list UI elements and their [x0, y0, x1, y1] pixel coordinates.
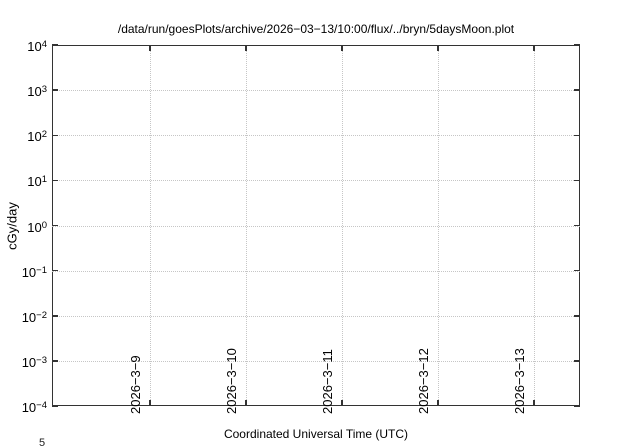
h-gridline — [52, 315, 580, 317]
y-tick-label: 100 — [27, 219, 47, 235]
left-tick-mark — [52, 134, 58, 136]
top-tick-mark — [245, 45, 247, 51]
right-tick-mark — [574, 315, 580, 317]
top-tick-mark — [149, 45, 151, 51]
right-tick-mark — [574, 405, 580, 407]
left-tick-mark — [52, 224, 58, 227]
v-gridline — [438, 45, 439, 406]
top-tick-mark — [533, 45, 535, 51]
right-tick-mark — [574, 44, 580, 46]
x-tick-label: 2026−3−11 — [320, 349, 335, 414]
y-axis-title: cGy/day — [4, 202, 20, 250]
h-gridline — [52, 225, 580, 227]
plot-title: /data/run/goesPlots/archive/2026−03−13/1… — [117, 22, 515, 36]
y-tick-label: 104 — [27, 39, 47, 54]
bottom-tick-mark — [533, 400, 535, 406]
left-tick-mark — [52, 360, 58, 362]
y-tick-label: 10−2 — [21, 309, 47, 325]
h-gridline — [52, 180, 580, 182]
left-tick-mark — [52, 44, 58, 46]
y-tick-label: 10−4 — [21, 400, 47, 415]
v-gridline — [246, 45, 247, 406]
v-gridline — [150, 45, 151, 406]
right-tick-mark — [574, 89, 580, 91]
h-gridline — [52, 360, 580, 362]
top-tick-mark — [437, 45, 439, 51]
right-tick-mark — [574, 134, 580, 136]
bottom-tick-mark — [341, 400, 343, 406]
y-tick-label: 101 — [27, 174, 47, 190]
left-tick-mark — [52, 179, 58, 182]
y-tick-label: 10−1 — [21, 264, 47, 280]
left-tick-mark — [52, 89, 58, 91]
x-axis-title: Coordinated Universal Time (UTC) — [223, 427, 409, 441]
y-tick-label: 102 — [27, 129, 47, 145]
h-gridline — [52, 135, 580, 137]
right-tick-mark — [574, 269, 580, 272]
left-tick-mark — [52, 269, 58, 272]
v-gridline — [342, 45, 343, 406]
right-tick-mark — [574, 179, 580, 182]
right-tick-mark — [574, 224, 580, 227]
h-gridline — [52, 90, 580, 92]
x-tick-label: 2026−3−10 — [224, 348, 239, 414]
h-gridline — [52, 270, 580, 272]
v-gridline — [534, 45, 535, 406]
left-tick-mark — [52, 405, 58, 407]
y-tick-label: 10−3 — [21, 354, 47, 370]
bottom-tick-mark — [437, 400, 439, 406]
x-tick-label: 2026−3−12 — [416, 348, 431, 414]
left-tick-mark — [52, 315, 58, 317]
right-tick-mark — [574, 360, 580, 362]
bottom-tick-mark — [149, 400, 151, 406]
truncated-tick-label-fragment: 5 — [39, 437, 46, 448]
top-tick-mark — [341, 45, 343, 51]
x-tick-label: 2026−3−13 — [512, 348, 527, 414]
y-tick-label: 103 — [27, 84, 47, 100]
bottom-tick-mark — [245, 400, 247, 406]
x-tick-label: 2026−3−9 — [128, 355, 143, 414]
